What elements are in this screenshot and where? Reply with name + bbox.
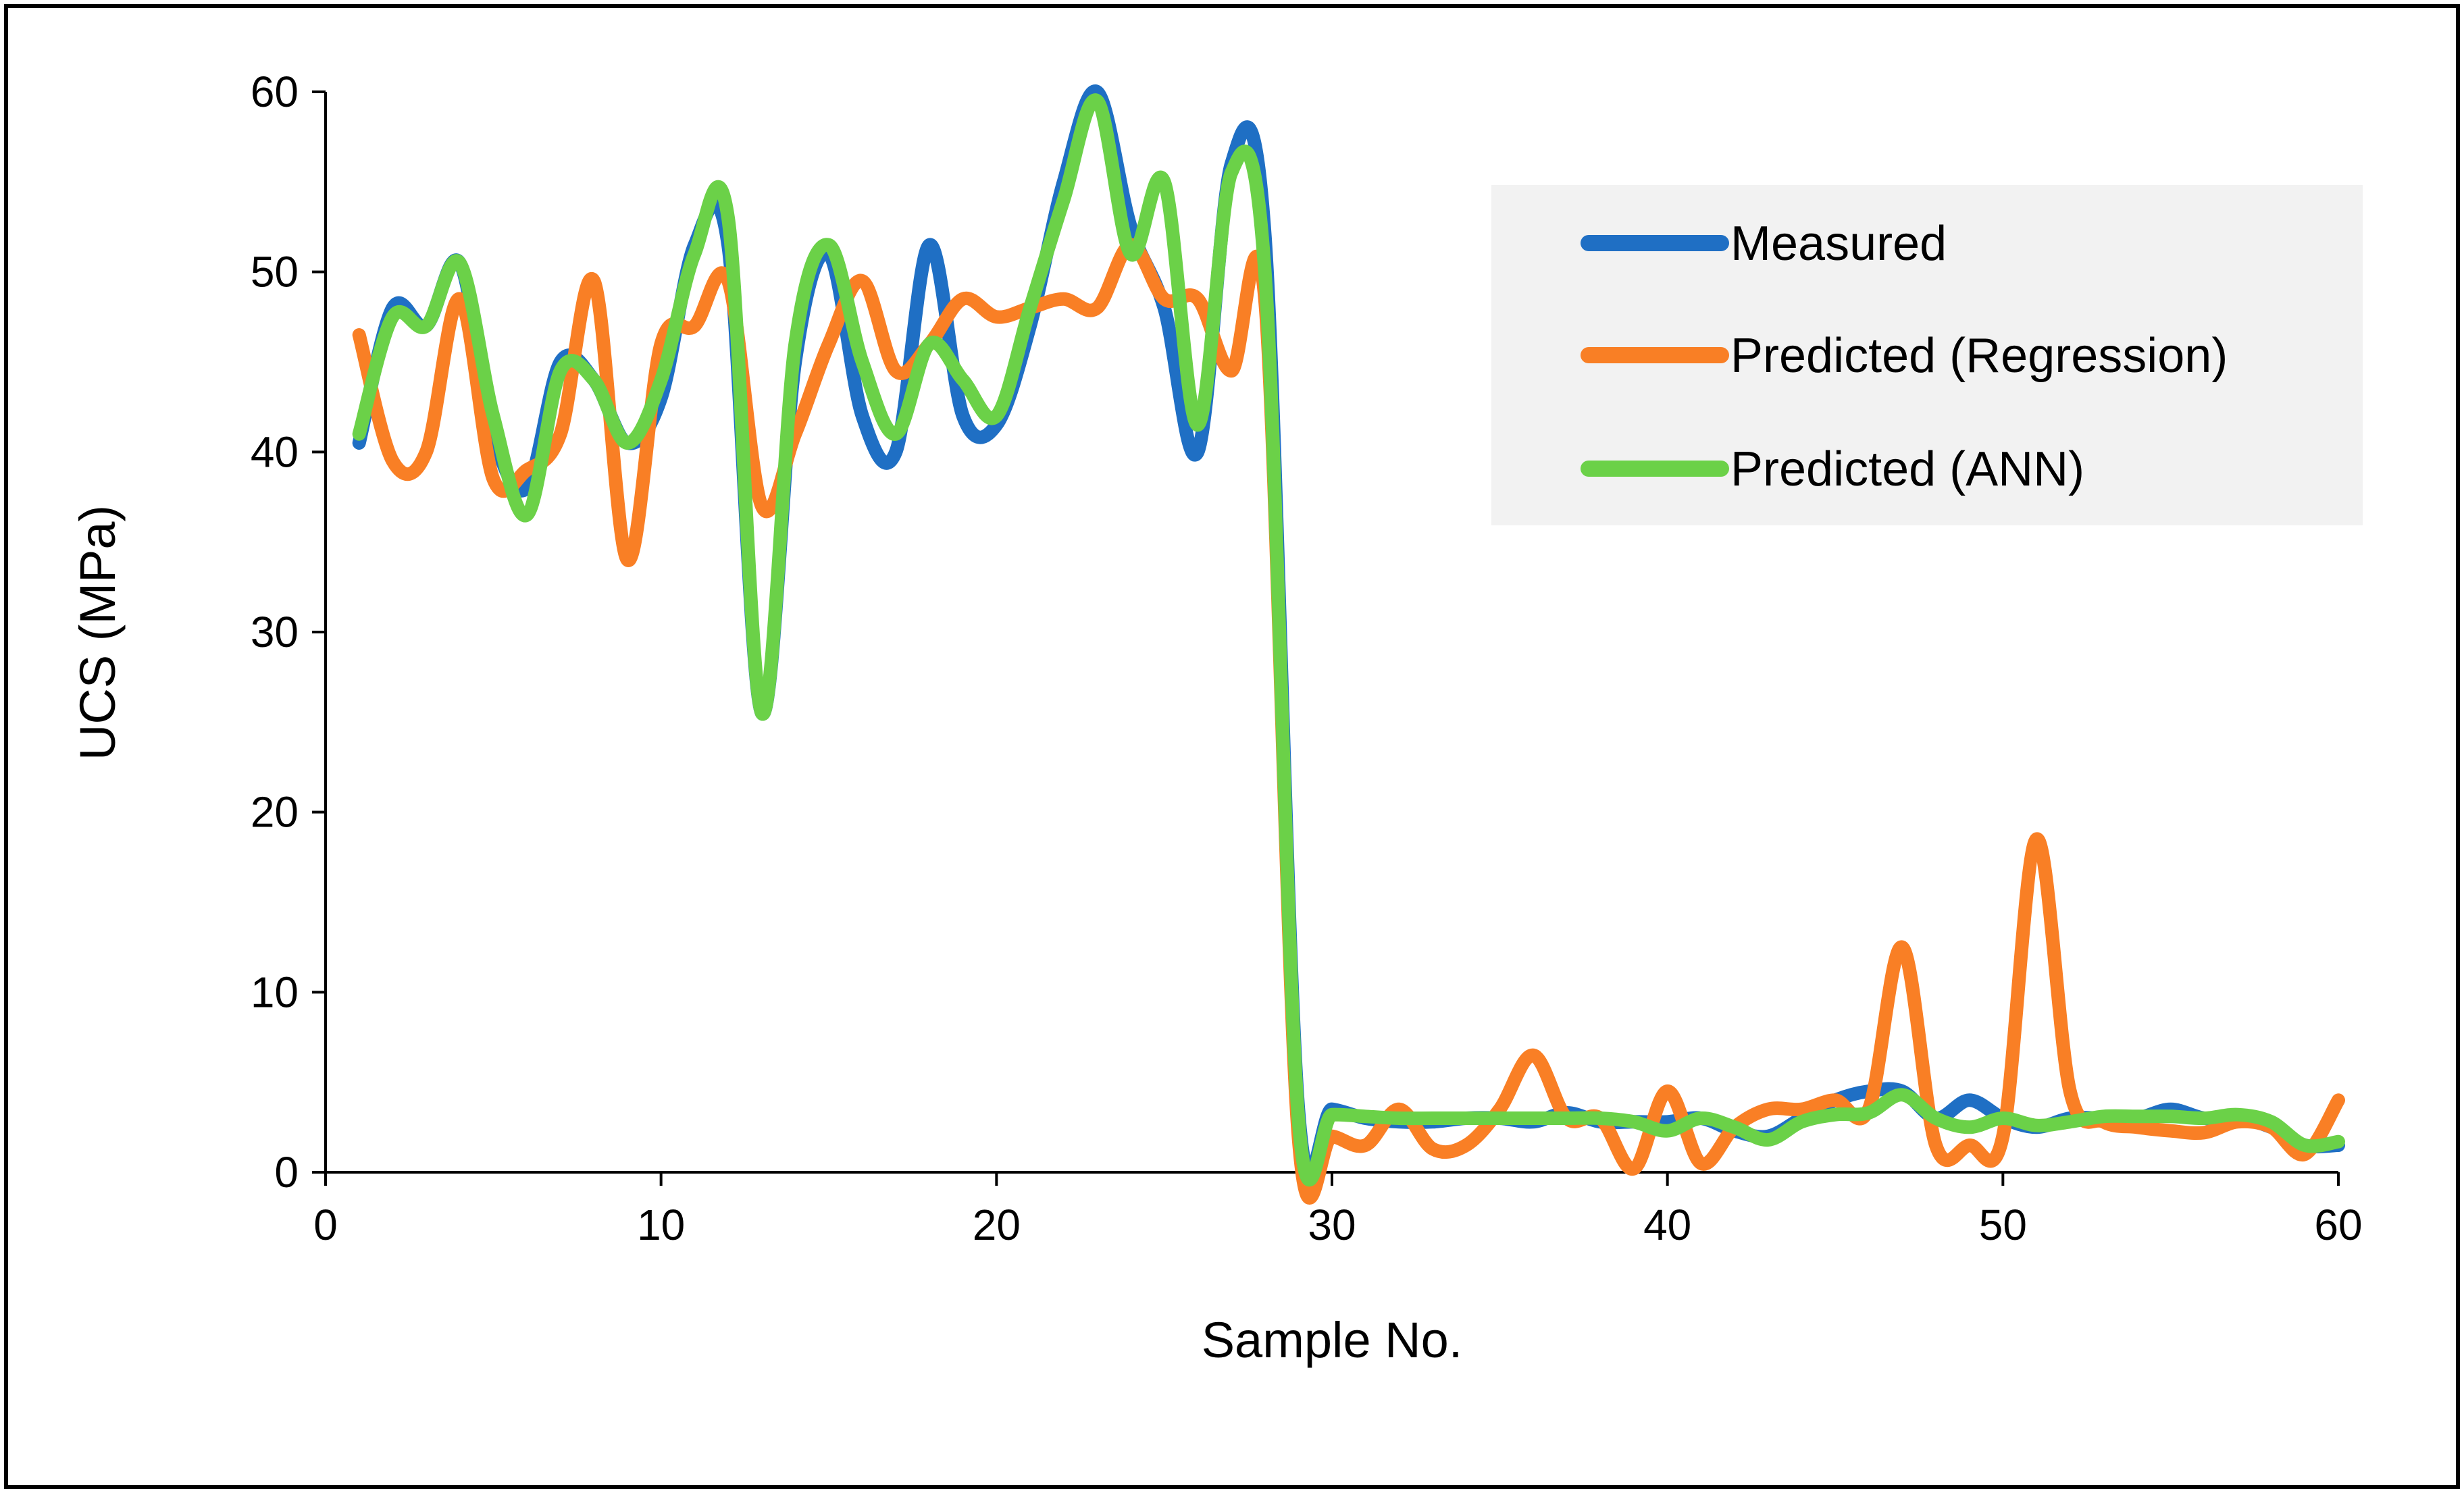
y-tick-label: 0 — [274, 1148, 299, 1197]
x-tick-label: 20 — [973, 1201, 1021, 1249]
legend-label-measured: Measured — [1730, 217, 1947, 271]
chart-frame: 0 10 20 30 40 50 60 0 10 20 30 40 50 60 Measured Pred… — [4, 4, 2460, 1489]
y-tick-label: 50 — [251, 248, 299, 296]
legend-label-ann: Predicted (ANN) — [1730, 442, 2084, 496]
series-line-ann-group — [352, 93, 2345, 1187]
y-tick-label: 10 — [251, 968, 299, 1016]
y-tick-label: 60 — [251, 68, 299, 116]
y-tick-label: 30 — [251, 608, 299, 656]
legend-label-regression: Predicted (Regression) — [1730, 329, 2228, 383]
x-tick-label: 30 — [1308, 1201, 1356, 1249]
y-tick-label: 20 — [251, 788, 299, 837]
y-axis-title: UCS (MPa) — [70, 505, 126, 760]
x-tick-label: 50 — [1979, 1201, 2027, 1249]
x-tick-label: 0 — [313, 1201, 338, 1249]
chart-svg: 0 10 20 30 40 50 60 0 10 20 30 40 50 60 Measured Pred… — [70, 68, 2363, 1368]
legend: Measured Predicted (Regression) Predicte… — [1491, 185, 2363, 525]
x-axis-title: Sample No. — [1202, 1312, 1463, 1368]
series-line-ann — [352, 93, 2345, 1187]
x-tick-label: 60 — [2314, 1201, 2362, 1249]
x-tick-label: 10 — [637, 1201, 685, 1249]
x-tick-label: 40 — [1643, 1201, 1691, 1249]
y-tick-label: 40 — [251, 427, 299, 476]
